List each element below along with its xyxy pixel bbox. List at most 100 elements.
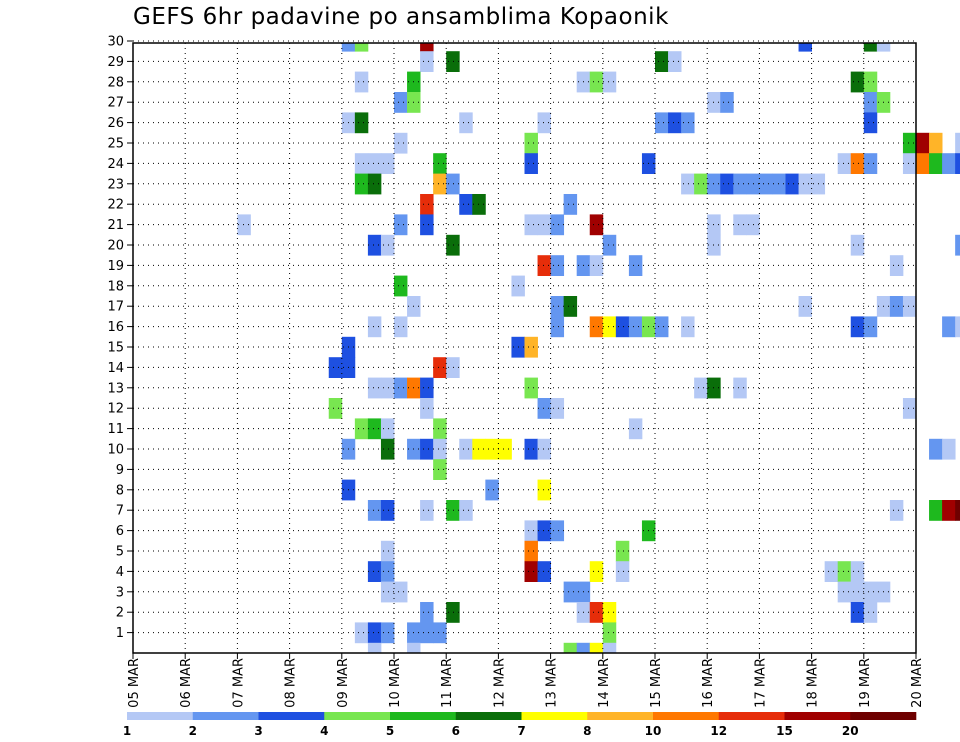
heatmap-cell bbox=[328, 398, 343, 419]
heatmap-cell bbox=[602, 622, 617, 644]
colorbar-swatch bbox=[718, 712, 785, 720]
heatmap-cell bbox=[420, 622, 434, 644]
heatmap-cell bbox=[798, 43, 812, 52]
y-tick-label: 13 bbox=[107, 381, 124, 396]
colorbar-swatch bbox=[324, 712, 391, 720]
colorbar-label: 4 bbox=[320, 724, 328, 738]
colorbar-label: 5 bbox=[386, 724, 394, 738]
heatmap-cell bbox=[589, 316, 604, 338]
y-tick-label: 9 bbox=[116, 463, 124, 478]
colorbar-swatch bbox=[258, 712, 325, 720]
y-tick-label: 22 bbox=[107, 198, 124, 213]
heatmap-cell bbox=[850, 581, 865, 603]
heatmap-cell bbox=[367, 234, 382, 256]
heatmap-cell bbox=[380, 540, 395, 562]
heatmap-cell bbox=[798, 173, 812, 195]
y-tick-label: 29 bbox=[107, 55, 124, 70]
heatmap-cell bbox=[420, 398, 434, 419]
heatmap-cell bbox=[446, 500, 460, 521]
y-tick-label: 8 bbox=[116, 483, 124, 498]
heatmap-cell bbox=[380, 377, 395, 399]
heatmap-cell bbox=[420, 602, 434, 623]
heatmap-cell bbox=[942, 153, 956, 174]
heatmap-cell bbox=[798, 296, 812, 317]
x-tick-label: 11 MAR bbox=[440, 658, 455, 708]
heatmap-cell bbox=[668, 112, 682, 134]
heatmap-cell bbox=[420, 51, 434, 72]
y-tick-label: 2 bbox=[116, 606, 124, 621]
colorbar-swatch bbox=[521, 712, 588, 720]
heatmap-cell bbox=[902, 153, 917, 174]
heatmap-cell bbox=[524, 520, 538, 542]
heatmap-cell bbox=[615, 316, 630, 338]
heatmap-cell bbox=[341, 43, 356, 52]
heatmap-cell bbox=[655, 112, 669, 134]
heatmap-cell bbox=[354, 418, 369, 440]
heatmap-cell bbox=[459, 500, 473, 521]
heatmap-cell bbox=[720, 173, 734, 195]
colorbar-label: 15 bbox=[776, 724, 793, 738]
heatmap-cell bbox=[589, 71, 604, 93]
heatmap-cell bbox=[237, 214, 251, 236]
heatmap-cell bbox=[394, 92, 408, 113]
heatmap-cell bbox=[420, 43, 434, 52]
heatmap-cell bbox=[380, 234, 395, 256]
heatmap-cell bbox=[850, 71, 865, 93]
heatmap-cell bbox=[367, 622, 382, 644]
heatmap-cell bbox=[681, 316, 695, 338]
heatmap-cell bbox=[420, 377, 434, 399]
heatmap-cell bbox=[602, 234, 617, 256]
heatmap-cell bbox=[863, 581, 878, 603]
y-tick-label: 14 bbox=[107, 361, 124, 376]
heatmap-cell bbox=[563, 642, 578, 654]
heatmap-cell bbox=[354, 112, 369, 134]
y-tick-label: 1 bbox=[116, 626, 124, 641]
heatmap-cell bbox=[472, 438, 486, 460]
heatmap-cell bbox=[367, 316, 382, 338]
heatmap-cell bbox=[876, 43, 891, 52]
heatmap-cell bbox=[433, 438, 447, 460]
heatmap-cell bbox=[563, 296, 578, 317]
x-tick-label: 13 MAR bbox=[545, 658, 560, 708]
heatmap-cell bbox=[589, 642, 604, 654]
heatmap-cell bbox=[524, 132, 538, 154]
heatmap-cell bbox=[367, 377, 382, 399]
colorbar-swatch bbox=[455, 712, 522, 720]
heatmap-cell bbox=[628, 418, 643, 440]
heatmap-cell bbox=[550, 316, 565, 338]
y-tick-label: 23 bbox=[107, 177, 124, 192]
y-tick-label: 21 bbox=[107, 218, 124, 233]
colorbar-label: 2 bbox=[189, 724, 197, 738]
heatmap-cell bbox=[459, 438, 473, 460]
heatmap-cell bbox=[367, 500, 382, 521]
heatmap-cell bbox=[720, 92, 734, 113]
x-tick-label: 16 MAR bbox=[701, 658, 716, 708]
heatmap-cell bbox=[863, 153, 878, 174]
heatmap-cell bbox=[459, 194, 473, 215]
heatmap-cell bbox=[589, 602, 604, 623]
heatmap-cell bbox=[942, 316, 956, 338]
y-tick-label: 7 bbox=[116, 504, 124, 519]
heatmap-cell bbox=[537, 214, 551, 236]
y-tick-label: 5 bbox=[116, 545, 124, 560]
x-tick-label: 05 MAR bbox=[127, 658, 142, 708]
colorbar-swatch bbox=[192, 712, 259, 720]
x-tick-label: 07 MAR bbox=[231, 658, 246, 708]
chart-title: GEFS 6hr padavine po ansamblima Kopaonik bbox=[133, 4, 669, 30]
heatmap-cell bbox=[485, 438, 499, 460]
colorbar-label: 8 bbox=[583, 724, 591, 738]
heatmap-cell bbox=[863, 43, 878, 52]
x-tick-label: 10 MAR bbox=[388, 658, 403, 708]
x-tick-label: 09 MAR bbox=[336, 658, 351, 708]
heatmap-cell bbox=[889, 500, 904, 521]
heatmap-cell bbox=[380, 622, 395, 644]
heatmap-cell bbox=[446, 602, 460, 623]
heatmap-cell bbox=[537, 520, 551, 542]
heatmap-cell bbox=[459, 112, 473, 134]
heatmap-cell bbox=[576, 642, 591, 654]
heatmap-cell bbox=[524, 540, 538, 562]
y-tick-label: 26 bbox=[107, 116, 124, 131]
heatmap-cell bbox=[902, 132, 917, 154]
heatmap-cell bbox=[850, 316, 865, 338]
heatmap-cell bbox=[433, 357, 447, 378]
